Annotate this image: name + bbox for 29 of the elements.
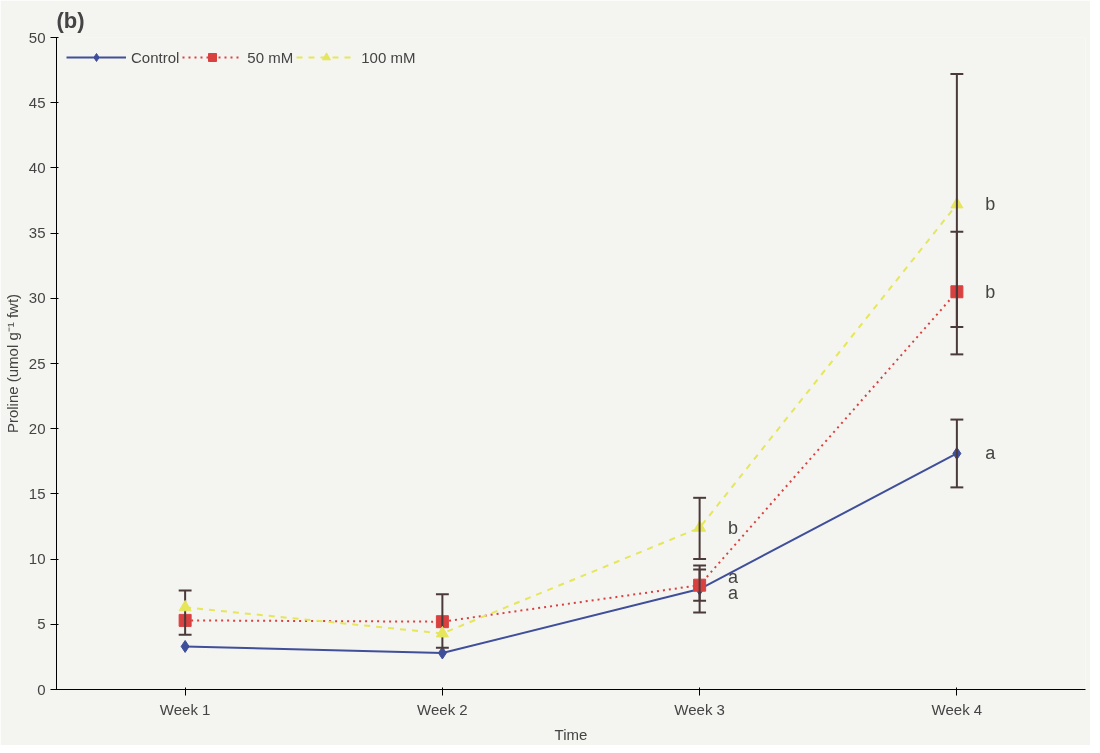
annotation: b: [985, 194, 996, 215]
annotation: b: [985, 281, 996, 302]
x-tick-label: Week 2: [417, 700, 468, 718]
y-tick-label: 15: [28, 484, 46, 502]
x-tick-label: Week 1: [159, 700, 211, 718]
x-tick-label: Week 4: [931, 700, 983, 718]
chart-title: (b): [56, 7, 85, 33]
point: [437, 646, 447, 660]
y-tick-label: 20: [28, 419, 46, 437]
y-tick-label: 50: [28, 28, 46, 46]
point: [435, 626, 449, 638]
y-tick-label: 35: [28, 224, 46, 242]
point: [180, 639, 190, 653]
y-tick-label: 45: [28, 93, 46, 111]
y-tick-label: 0: [37, 680, 46, 698]
legend-label: 50 mM: [247, 48, 294, 66]
x-axis-title: Time: [554, 725, 588, 743]
y-tick-label: 40: [28, 158, 46, 176]
y-axis-title: Proline (umol g⁻¹ fwt): [3, 293, 21, 434]
annotation: a: [985, 443, 997, 464]
y-tick-label: 25: [28, 354, 46, 372]
y-tick-label: 30: [28, 289, 46, 307]
annotation: b: [727, 517, 738, 538]
legend-label: Control: [131, 48, 180, 66]
legend-label: 100 mM: [361, 48, 416, 66]
point: [178, 599, 192, 612]
y-tick-label: 5: [37, 615, 46, 633]
x-tick-label: Week 3: [674, 700, 725, 718]
y-tick-label: 10: [28, 550, 46, 568]
